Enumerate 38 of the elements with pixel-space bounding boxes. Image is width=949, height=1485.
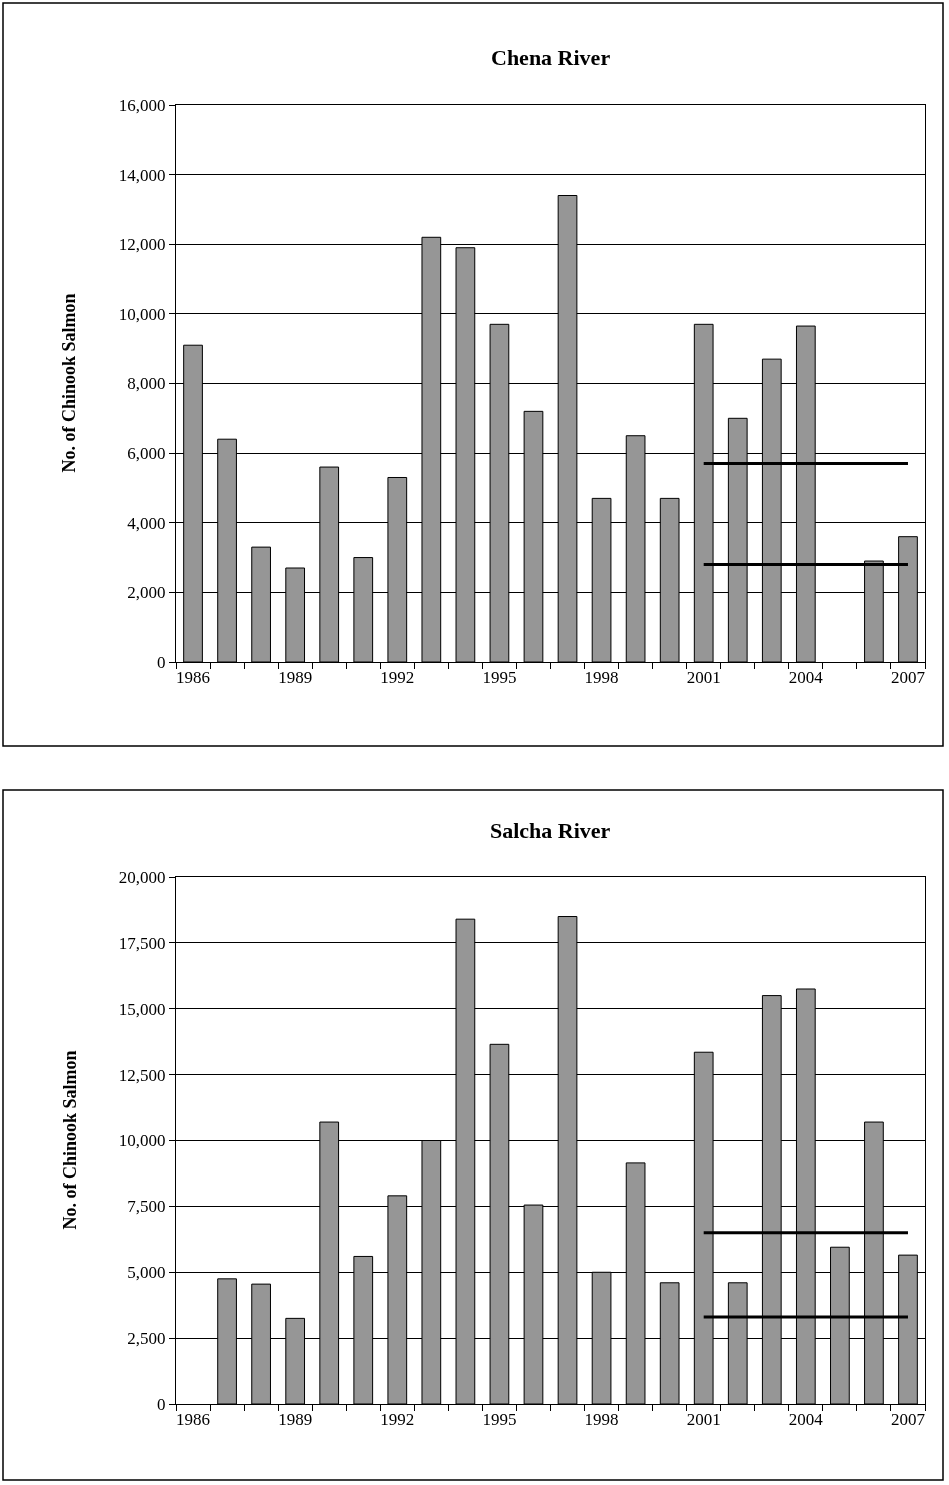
x-tick-label: 2001 bbox=[686, 668, 721, 688]
x-tick-label: 1995 bbox=[482, 1410, 517, 1430]
y-tick-label: 16,000 bbox=[118, 95, 166, 115]
y-tick-label: 12,000 bbox=[118, 235, 166, 255]
y-tick-label: 2,500 bbox=[127, 1329, 166, 1349]
y-tick-label: 4,000 bbox=[127, 513, 166, 533]
x-tick-label: 2007 bbox=[890, 1410, 926, 1430]
y-tick-label: 5,000 bbox=[127, 1263, 166, 1283]
y-axis-title: No. of Chinook Salmon bbox=[59, 1050, 80, 1230]
x-tick-label: 1989 bbox=[278, 1410, 313, 1430]
y-tick-label: 6,000 bbox=[127, 444, 166, 464]
y-tick-label: 2,000 bbox=[127, 583, 166, 603]
y-tick-label: 20,000 bbox=[118, 867, 166, 887]
x-tick-label: 1986 bbox=[176, 668, 211, 688]
y-tick-label: 10,000 bbox=[118, 304, 166, 324]
x-tick-label: 1989 bbox=[278, 668, 313, 688]
x-tick-label: 2007 bbox=[890, 668, 926, 688]
x-tick-label: 1986 bbox=[176, 1410, 211, 1430]
x-tick-label: 1995 bbox=[482, 668, 517, 688]
x-tick-label: 2004 bbox=[788, 1410, 824, 1430]
x-tick-label: 1992 bbox=[380, 1410, 415, 1430]
chart-title: Chena River bbox=[491, 45, 611, 70]
y-tick-label: 0 bbox=[157, 652, 166, 672]
chart-title: Salcha River bbox=[490, 818, 611, 843]
y-tick-label: 10,000 bbox=[118, 1131, 166, 1151]
y-tick-label: 17,500 bbox=[118, 933, 166, 953]
x-tick-label: 1998 bbox=[584, 1410, 619, 1430]
y-tick-label: 14,000 bbox=[118, 165, 166, 185]
x-tick-label: 1992 bbox=[380, 668, 415, 688]
y-tick-label: 0 bbox=[157, 1394, 166, 1414]
y-axis-title: No. of Chinook Salmon bbox=[58, 293, 79, 473]
y-tick-label: 8,000 bbox=[127, 374, 166, 394]
x-tick-label: 1998 bbox=[584, 668, 619, 688]
y-tick-label: 12,500 bbox=[118, 1065, 166, 1085]
y-tick-label: 7,500 bbox=[127, 1197, 166, 1217]
y-tick-label: 15,000 bbox=[118, 999, 166, 1019]
x-tick-label: 2001 bbox=[686, 1410, 721, 1430]
x-tick-label: 2004 bbox=[788, 668, 824, 688]
